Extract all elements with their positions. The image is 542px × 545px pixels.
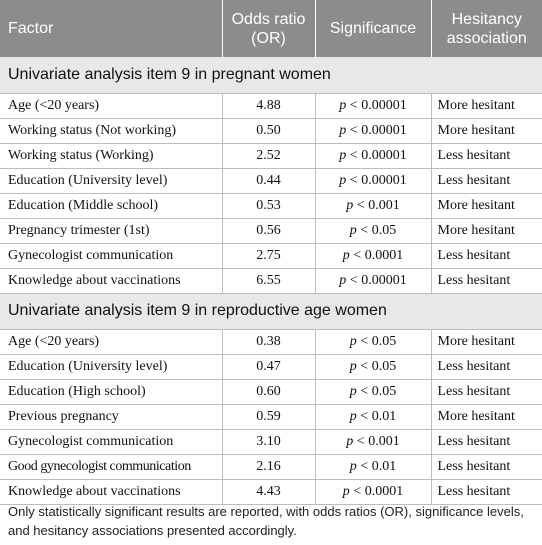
significance-cell: p < 0.01 xyxy=(314,454,431,480)
odds-ratio-cell: 2.16 xyxy=(221,454,315,480)
hesitancy-cell: More hesitant xyxy=(430,118,542,144)
odds-ratio-cell: 0.59 xyxy=(221,404,315,430)
hesitancy-cell: Less hesitant xyxy=(430,454,542,480)
hesitancy-cell: Less hesitant xyxy=(430,479,542,505)
section-title: Univariate analysis item 9 in reproducti… xyxy=(0,293,542,330)
table-row: Pregnancy trimester (1st) 0.56 p < 0.05 Mor… xyxy=(0,218,542,244)
odds-ratio-cell: 6.55 xyxy=(221,268,315,294)
hesitancy-cell: More hesitant xyxy=(430,193,542,219)
odds-ratio-cell: 0.56 xyxy=(221,218,315,244)
section-row: Univariate analysis item 9 in pregnant w… xyxy=(0,57,542,94)
significance-cell: p < 0.05 xyxy=(314,218,431,244)
table-row: Education (University level) 0.47 p < 0.05… xyxy=(0,354,542,380)
table-row: Gynecologist communication 3.10 p < 0.001 L… xyxy=(0,429,542,455)
odds-ratio-cell: 3.10 xyxy=(221,429,315,455)
header-odds-ratio: Odds ratio (OR) xyxy=(221,0,315,57)
odds-ratio-cell: 0.47 xyxy=(221,354,315,380)
odds-ratio-cell: 0.53 xyxy=(221,193,315,219)
table-row: Knowledge about vaccinations 4.43 p < 0.00… xyxy=(0,479,542,505)
odds-ratio-cell: 0.44 xyxy=(221,168,315,194)
hesitancy-cell: More hesitant xyxy=(430,329,542,355)
hesitancy-cell: Less hesitant xyxy=(430,143,542,169)
table-footnote: Only statistically significant results a… xyxy=(8,504,524,538)
table-row: Working status (Working) 2.52 p < 0.00001 L… xyxy=(0,143,542,169)
odds-ratio-cell: 4.88 xyxy=(221,93,315,119)
section-title: Univariate analysis item 9 in pregnant w… xyxy=(0,57,542,94)
factor-cell: Education (University level) xyxy=(0,354,222,380)
significance-cell: p < 0.01 xyxy=(314,404,431,430)
factor-cell: Age (<20 years) xyxy=(0,329,222,355)
odds-ratio-cell: 2.52 xyxy=(221,143,315,169)
odds-ratio-cell: 2.75 xyxy=(221,243,315,269)
significance-cell: p < 0.0001 xyxy=(314,479,431,505)
factor-cell: Good gynecologist communication xyxy=(0,454,222,480)
results-table-container: Factor Odds ratio (OR) Significance Hesi… xyxy=(0,0,542,505)
factor-cell: Education (University level) xyxy=(0,168,222,194)
header-significance: Significance xyxy=(314,0,431,57)
hesitancy-cell: Less hesitant xyxy=(430,243,542,269)
hesitancy-cell: More hesitant xyxy=(430,404,542,430)
significance-cell: p < 0.05 xyxy=(314,354,431,380)
factor-cell: Knowledge about vaccinations xyxy=(0,268,222,294)
factor-cell: Working status (Not working) xyxy=(0,118,222,144)
hesitancy-cell: Less hesitant xyxy=(430,379,542,405)
hesitancy-cell: More hesitant xyxy=(430,218,542,244)
table-row: Knowledge about vaccinations 6.55 p < 0.00… xyxy=(0,268,542,294)
factor-cell: Pregnancy trimester (1st) xyxy=(0,218,222,244)
table-row: Previous pregnancy 0.59 p < 0.01 More hesit… xyxy=(0,404,542,430)
table-row: Good gynecologist communication 2.16 p < 0… xyxy=(0,454,542,480)
hesitancy-cell: Less hesitant xyxy=(430,354,542,380)
odds-ratio-cell: 4.43 xyxy=(221,479,315,505)
factor-cell: Gynecologist communication xyxy=(0,243,222,269)
significance-cell: p < 0.00001 xyxy=(314,268,431,294)
significance-cell: p < 0.00001 xyxy=(314,93,431,119)
table-body: Univariate analysis item 9 in pregnant w… xyxy=(0,57,542,505)
significance-cell: p < 0.001 xyxy=(314,429,431,455)
significance-cell: p < 0.001 xyxy=(314,193,431,219)
factor-cell: Education (Middle school) xyxy=(0,193,222,219)
factor-cell: Age (<20 years) xyxy=(0,93,222,119)
header-hesitancy-association: Hesitancy association xyxy=(430,0,542,57)
table-row: Education (University level) 0.44 p < 0.00… xyxy=(0,168,542,194)
table-row: Education (Middle school) 0.53 p < 0.001 Mo… xyxy=(0,193,542,219)
factor-cell: Education (High school) xyxy=(0,379,222,405)
factor-cell: Working status (Working) xyxy=(0,143,222,169)
odds-ratio-cell: 0.50 xyxy=(221,118,315,144)
odds-ratio-cell: 0.38 xyxy=(221,329,315,355)
results-table: Factor Odds ratio (OR) Significance Hesi… xyxy=(0,0,542,505)
table-row: Working status (Not working) 0.50 p < 0.00… xyxy=(0,118,542,144)
table-header: Factor Odds ratio (OR) Significance Hesi… xyxy=(0,0,542,57)
significance-cell: p < 0.00001 xyxy=(314,143,431,169)
hesitancy-cell: More hesitant xyxy=(430,93,542,119)
section-row: Univariate analysis item 9 in reproducti… xyxy=(0,293,542,330)
table-row: Age (<20 years) 0.38 p < 0.05 More hesitant xyxy=(0,329,542,355)
table-row: Age (<20 years) 4.88 p < 0.00001 More hesit… xyxy=(0,93,542,119)
factor-cell: Previous pregnancy xyxy=(0,404,222,430)
significance-cell: p < 0.05 xyxy=(314,329,431,355)
hesitancy-cell: Less hesitant xyxy=(430,268,542,294)
odds-ratio-cell: 0.60 xyxy=(221,379,315,405)
significance-cell: p < 0.0001 xyxy=(314,243,431,269)
hesitancy-cell: Less hesitant xyxy=(430,429,542,455)
table-row: Gynecologist communication 2.75 p < 0.0001… xyxy=(0,243,542,269)
header-factor: Factor xyxy=(0,0,222,57)
factor-cell: Knowledge about vaccinations xyxy=(0,479,222,505)
significance-cell: p < 0.00001 xyxy=(314,168,431,194)
table-row: Education (High school) 0.60 p < 0.05 Less … xyxy=(0,379,542,405)
significance-cell: p < 0.05 xyxy=(314,379,431,405)
hesitancy-cell: Less hesitant xyxy=(430,168,542,194)
factor-cell: Gynecologist communication xyxy=(0,429,222,455)
significance-cell: p < 0.00001 xyxy=(314,118,431,144)
